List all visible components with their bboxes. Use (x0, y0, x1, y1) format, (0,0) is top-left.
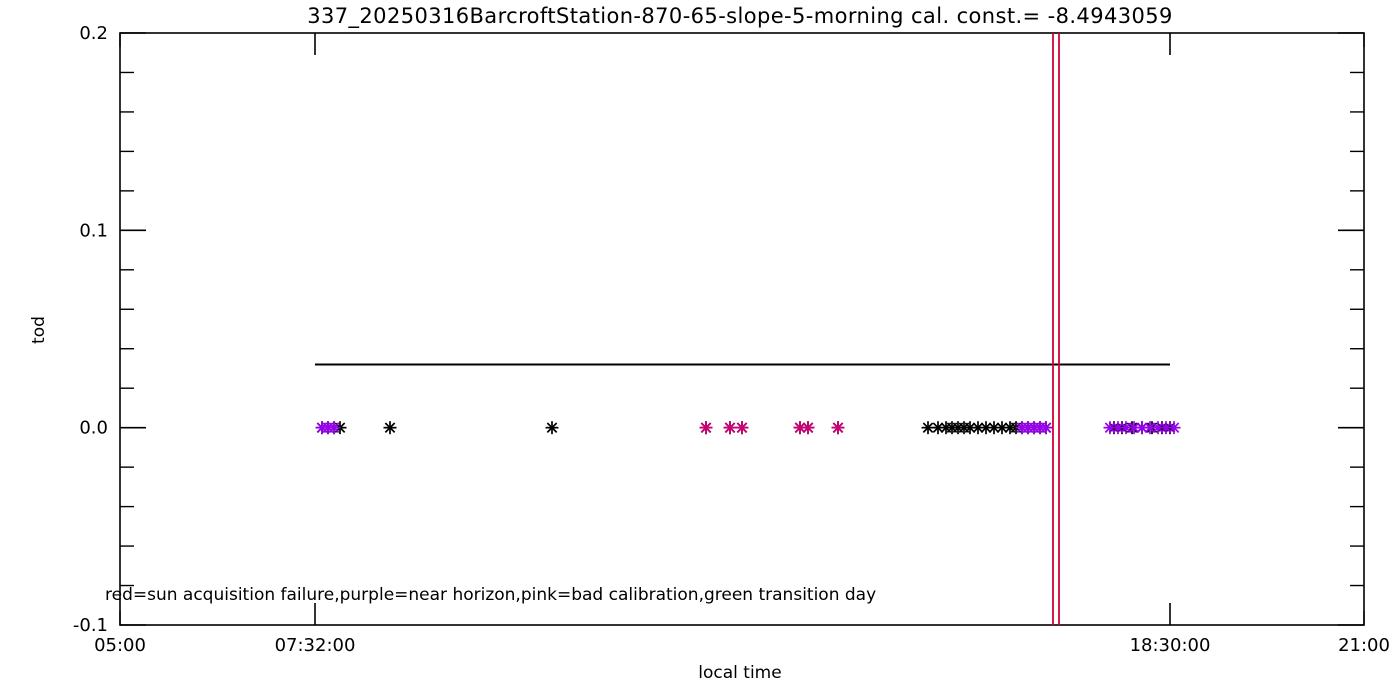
x-axis-label: local time (698, 663, 781, 683)
y-tick-label: 0.2 (79, 23, 108, 44)
y-tick-label: -0.1 (73, 615, 108, 636)
data-point-marker (723, 421, 737, 435)
color-legend-note: red=sun acquisition failure,purple=near … (105, 585, 876, 605)
data-point-marker (801, 421, 815, 435)
data-point-marker (1039, 421, 1053, 435)
x-tick-label: 05:00 (94, 635, 146, 656)
data-point-marker (327, 421, 341, 435)
x-tick-label: 21:00 (1338, 635, 1390, 656)
data-point-marker (1127, 421, 1141, 435)
data-point-marker (1111, 421, 1125, 435)
sun-acquisition-failure-lines (1052, 33, 1060, 625)
y-tick-label: 0.1 (79, 220, 108, 241)
data-point-marker (699, 421, 713, 435)
data-point-marker (545, 421, 559, 435)
data-point-marker (831, 421, 845, 435)
data-point-marker (1167, 421, 1181, 435)
plot-frame (119, 32, 1365, 626)
y-tick-label: 0.0 (79, 418, 108, 439)
y-axis-ticks (120, 32, 1364, 626)
x-axis-ticks (119, 33, 1365, 625)
y-axis-tick-labels: 0.2 0.1 0.0 -0.1 (73, 23, 108, 636)
x-axis-tick-labels: 05:00 07:32:00 18:30:00 21:00 (94, 635, 1390, 656)
x-tick-label: 07:32:00 (275, 635, 356, 656)
data-point-marker (383, 421, 397, 435)
data-point-marker (931, 421, 945, 435)
chart-title: 337_20250316BarcroftStation-870-65-slope… (307, 4, 1173, 29)
x-tick-label: 18:30:00 (1130, 635, 1211, 656)
data-markers (315, 421, 1181, 435)
data-point-marker (735, 421, 749, 435)
y-axis-label: tod (29, 316, 49, 344)
